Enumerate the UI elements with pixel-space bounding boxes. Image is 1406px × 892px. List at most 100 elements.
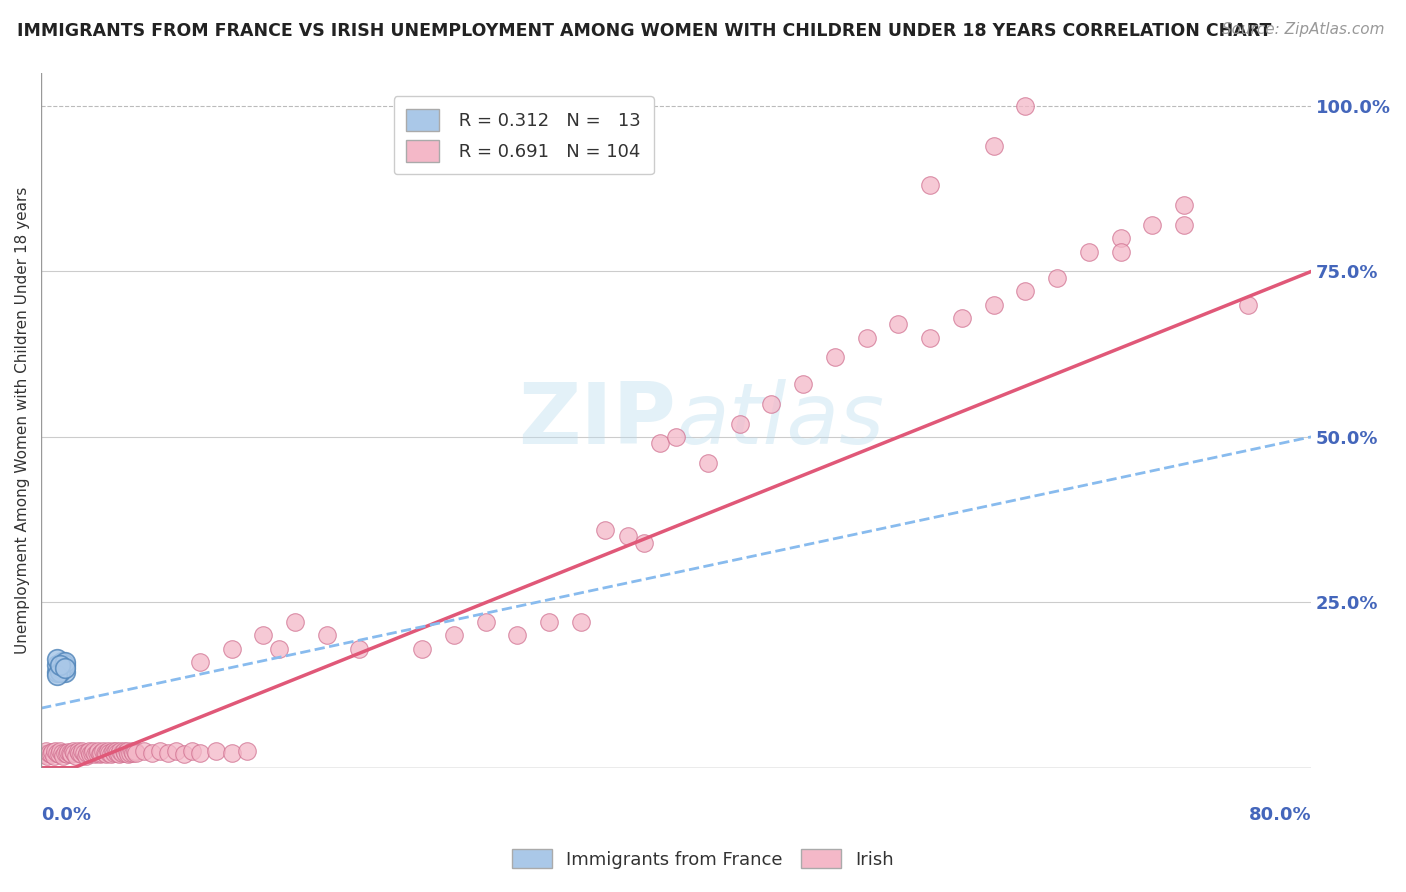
Point: [188, 746, 211, 760]
Point: [90, 746, 112, 760]
Point: [1109, 231, 1132, 245]
Point: [125, 746, 148, 760]
Point: [1109, 244, 1132, 259]
Point: [51, 655, 73, 669]
Point: [1173, 218, 1195, 232]
Point: [84, 747, 107, 762]
Point: [950, 310, 973, 325]
Point: [111, 746, 134, 760]
Point: [56, 745, 79, 759]
Point: [46, 746, 69, 760]
Point: [221, 746, 243, 760]
Point: [104, 744, 127, 758]
Point: [569, 615, 592, 629]
Text: IMMIGRANTS FROM FRANCE VS IRISH UNEMPLOYMENT AMONG WOMEN WITH CHILDREN UNDER 18 : IMMIGRANTS FROM FRANCE VS IRISH UNEMPLOY…: [17, 22, 1271, 40]
Point: [49, 661, 72, 675]
Point: [41, 745, 63, 759]
Point: [32, 747, 55, 762]
Point: [44, 744, 66, 758]
Point: [65, 748, 87, 763]
Point: [42, 748, 65, 763]
Point: [920, 178, 942, 193]
Point: [114, 746, 136, 760]
Point: [46, 651, 69, 665]
Point: [53, 658, 76, 673]
Point: [51, 746, 73, 760]
Point: [141, 746, 163, 760]
Point: [983, 138, 1005, 153]
Point: [83, 744, 105, 758]
Text: Source: ZipAtlas.com: Source: ZipAtlas.com: [1222, 22, 1385, 37]
Point: [53, 661, 76, 675]
Point: [52, 748, 75, 763]
Point: [91, 744, 114, 758]
Point: [411, 641, 433, 656]
Point: [761, 397, 783, 411]
Point: [37, 748, 59, 763]
Point: [35, 744, 58, 758]
Point: [112, 744, 135, 758]
Point: [53, 665, 76, 679]
Point: [87, 744, 110, 758]
Point: [121, 744, 143, 758]
Point: [49, 658, 72, 673]
Point: [665, 430, 688, 444]
Point: [728, 417, 751, 431]
Point: [55, 747, 77, 762]
Point: [73, 746, 96, 760]
Point: [506, 628, 529, 642]
Text: 0.0%: 0.0%: [41, 805, 91, 824]
Text: atlas: atlas: [676, 379, 884, 462]
Point: [75, 748, 97, 763]
Point: [69, 747, 91, 762]
Point: [80, 746, 103, 760]
Point: [593, 523, 616, 537]
Point: [134, 744, 156, 758]
Point: [792, 376, 814, 391]
Point: [115, 744, 138, 758]
Point: [76, 746, 98, 760]
Point: [696, 456, 718, 470]
Point: [1236, 297, 1258, 311]
Point: [110, 744, 132, 758]
Point: [887, 318, 910, 332]
Point: [89, 747, 111, 762]
Point: [650, 436, 672, 450]
Point: [165, 744, 187, 758]
Point: [124, 744, 146, 758]
Point: [53, 655, 76, 669]
Point: [1142, 218, 1164, 232]
Text: ZIP: ZIP: [519, 379, 676, 462]
Point: [221, 641, 243, 656]
Point: [49, 665, 72, 679]
Point: [347, 641, 370, 656]
Point: [66, 744, 89, 758]
Point: [181, 744, 204, 758]
Point: [48, 747, 70, 762]
Point: [93, 746, 115, 760]
Point: [1014, 285, 1036, 299]
Point: [236, 744, 259, 758]
Point: [617, 529, 640, 543]
Point: [46, 665, 69, 679]
Point: [59, 746, 82, 760]
Point: [284, 615, 307, 629]
Point: [855, 331, 877, 345]
Point: [1173, 198, 1195, 212]
Point: [105, 746, 128, 760]
Point: [77, 744, 100, 758]
Point: [252, 628, 274, 642]
Point: [101, 744, 124, 758]
Point: [53, 746, 76, 760]
Point: [62, 744, 84, 758]
Point: [79, 747, 101, 762]
Point: [98, 746, 121, 760]
Point: [60, 747, 83, 762]
Point: [38, 746, 60, 760]
Point: [188, 655, 211, 669]
Legend: Immigrants from France, Irish: Immigrants from France, Irish: [505, 842, 901, 876]
Point: [1046, 271, 1069, 285]
Point: [633, 535, 655, 549]
Point: [46, 668, 69, 682]
Text: 80.0%: 80.0%: [1249, 805, 1312, 824]
